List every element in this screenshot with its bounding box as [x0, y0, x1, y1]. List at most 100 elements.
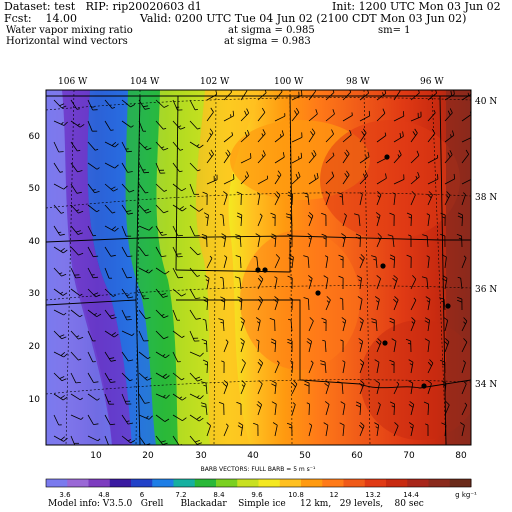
wind-barb-flag: [377, 402, 381, 405]
wind-barb: [461, 425, 465, 437]
wind-barb-flag: [209, 128, 214, 134]
wind-barb: [138, 267, 149, 274]
wind-barb: [410, 278, 417, 290]
wind-barb: [121, 330, 133, 336]
wind-barb-flag: [161, 234, 167, 236]
wind-barb-flag: [458, 237, 462, 240]
x-tick: 20: [142, 451, 154, 461]
wind-barb: [53, 183, 64, 190]
wind-barb-flag: [77, 170, 83, 173]
wind-barb: [376, 93, 387, 101]
wind-barb-flag: [289, 360, 293, 363]
wind-barb-flag: [310, 131, 314, 136]
wind-barb-flag: [349, 90, 352, 93]
wind-barb: [308, 425, 313, 437]
wind-barb-flag: [201, 237, 207, 240]
wind-barb-flag: [75, 382, 81, 384]
wind-barb-flag: [146, 210, 152, 214]
wind-barb-flag: [76, 191, 82, 194]
wind-barb: [239, 278, 242, 290]
wind-barb: [53, 141, 60, 153]
wind-barb-flag: [206, 422, 211, 426]
wind-barb: [410, 320, 416, 332]
wind-barb: [359, 194, 363, 206]
wind-barb: [121, 120, 132, 128]
colorbar-swatch: [216, 479, 238, 487]
wind-barb: [393, 425, 399, 437]
wind-barb-flag: [162, 442, 168, 445]
y-tick: 40: [29, 237, 41, 247]
wind-barb-flag: [203, 212, 209, 216]
wind-barb-flag: [457, 212, 463, 216]
wind-barb: [189, 372, 198, 382]
wind-barb-flag: [323, 275, 329, 279]
wind-barb-flag: [467, 92, 470, 96]
wind-barb-flag: [342, 237, 346, 240]
wind-barb-flag: [360, 254, 365, 259]
wind-barb-flag: [128, 359, 134, 362]
wind-barb-flag: [367, 90, 369, 94]
wind-barb-flag: [179, 149, 184, 151]
wind-barb: [274, 425, 278, 437]
wind-barb: [104, 120, 112, 131]
wind-barb-flag: [418, 90, 420, 94]
wind-barb-flag: [440, 233, 446, 237]
wind-barb-flag: [309, 423, 312, 426]
wind-barb: [155, 393, 167, 399]
wind-barb: [240, 383, 246, 395]
station-dot: [255, 267, 261, 273]
wind-barb-flag: [375, 380, 380, 384]
wind-barb: [121, 162, 129, 173]
wind-barb: [206, 425, 211, 437]
wind-barb: [410, 383, 414, 395]
wind-barbs: [53, 90, 471, 445]
wind-barb-flag: [112, 211, 116, 214]
wind-barb: [223, 153, 231, 164]
wind-barb: [189, 288, 196, 299]
wind-barb-flag: [78, 210, 84, 214]
wind-barb-flag: [413, 297, 417, 301]
wind-barb-flag: [288, 254, 294, 258]
wind-barb: [461, 154, 470, 164]
wind-barb-flag: [144, 208, 150, 212]
wind-barb-flag: [61, 378, 67, 382]
wind-barb: [308, 215, 314, 227]
wind-barb-flag: [385, 173, 387, 179]
wind-barb: [121, 435, 131, 444]
wind-barb-flag: [277, 170, 282, 176]
wind-barb: [87, 162, 98, 170]
wind-barb: [308, 113, 318, 122]
wind-barb-flag: [93, 423, 99, 425]
wind-barb-flag: [409, 426, 413, 429]
wind-barb: [206, 215, 209, 227]
wind-barb: [222, 215, 225, 227]
station-dot: [445, 303, 451, 309]
colorbar-frame: [45, 478, 472, 488]
wind-barb: [206, 179, 218, 185]
wind-barb: [393, 90, 401, 101]
wind-barb-flag: [442, 275, 448, 279]
wind-barb-flag: [262, 129, 266, 134]
wind-barb: [410, 176, 420, 185]
wind-barb-flag: [429, 359, 434, 364]
colorbar-label: 10.8: [288, 491, 304, 499]
wind-barb: [121, 141, 128, 152]
wind-barb-flag: [63, 353, 68, 358]
wind-barb-flag: [398, 150, 402, 155]
wind-barb-flag: [201, 339, 207, 342]
wind-barb: [70, 372, 77, 384]
wind-barb-flag: [406, 212, 412, 216]
wind-barb-flag: [208, 152, 213, 157]
wind-barb-flag: [147, 377, 152, 381]
wind-barb-flag: [240, 342, 244, 345]
wind-barb-flag: [359, 321, 363, 324]
colorbar-label: 14.4: [403, 491, 419, 499]
wind-barb: [376, 194, 382, 206]
wind-barb-flag: [164, 418, 170, 422]
init-time: Init: 1200 UTC Mon 03 Jun 02: [332, 0, 501, 13]
wind-barb: [121, 246, 128, 257]
wind-barb-flag: [236, 401, 242, 405]
wind-barb-flag: [63, 185, 68, 190]
wind-barb-flag: [286, 422, 292, 426]
wind-barb: [53, 99, 62, 109]
